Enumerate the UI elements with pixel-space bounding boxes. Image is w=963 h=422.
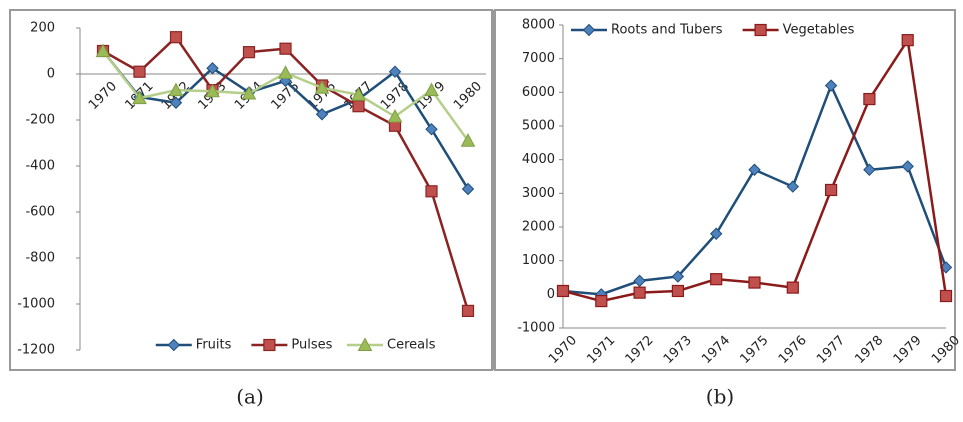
- y-tick-label: 2000: [522, 220, 555, 235]
- x-tick-label: 1980: [451, 79, 485, 113]
- y-tick-label: -1000: [517, 321, 555, 336]
- x-tick-label: 1980: [929, 333, 963, 367]
- y-tick-label: 8000: [522, 18, 555, 33]
- marker: [786, 281, 799, 294]
- marker: [748, 276, 761, 289]
- series-line: [562, 82, 948, 296]
- marker: [169, 31, 183, 44]
- x-tick-label: 1979: [891, 333, 925, 367]
- marker: [132, 90, 147, 105]
- y-tick-label: 0: [47, 67, 55, 82]
- panel-frame: [9, 9, 493, 371]
- x-tick-label: 1975: [737, 333, 771, 367]
- x-tick-label: 1978: [852, 333, 886, 367]
- caption: (b): [706, 385, 734, 409]
- marker: [863, 92, 876, 106]
- marker: [206, 62, 219, 75]
- marker: [425, 185, 438, 198]
- y-tick-label: -600: [25, 205, 55, 220]
- marker: [424, 82, 439, 97]
- y-tick-label: 5000: [522, 119, 555, 134]
- x-tick-label: 1976: [776, 333, 810, 367]
- marker: [315, 108, 329, 121]
- legend-marker: [357, 337, 373, 351]
- marker: [241, 86, 257, 100]
- x-tick-label: 1971: [584, 333, 618, 367]
- legend-marker: [754, 23, 767, 37]
- marker: [671, 284, 685, 298]
- y-tick-label: -200: [25, 113, 55, 128]
- marker: [460, 133, 476, 147]
- legend-label: Vegetables: [783, 23, 855, 38]
- legend-label: Roots and Tubers: [611, 23, 723, 38]
- y-tick-label: 4000: [522, 152, 555, 167]
- marker: [748, 163, 761, 176]
- y-tick-label: -1000: [17, 297, 55, 312]
- marker: [205, 83, 220, 98]
- marker: [824, 79, 838, 92]
- panel-frame: [494, 9, 956, 371]
- marker: [901, 34, 914, 47]
- caption: (a): [236, 385, 264, 409]
- marker: [863, 163, 876, 176]
- x-tick-label: 1970: [86, 79, 120, 113]
- marker: [168, 82, 184, 97]
- marker: [279, 42, 292, 55]
- y-tick-label: -400: [25, 159, 55, 174]
- marker: [388, 65, 402, 78]
- legend-marker: [582, 23, 596, 37]
- legend-marker: [263, 338, 276, 352]
- marker: [461, 304, 475, 317]
- marker: [709, 227, 723, 240]
- legend-label: Pulses: [291, 338, 332, 353]
- marker: [387, 109, 403, 123]
- y-tick-label: 6000: [522, 85, 555, 100]
- y-tick-label: 200: [30, 21, 55, 36]
- marker: [351, 87, 366, 101]
- marker: [786, 180, 800, 193]
- marker: [556, 284, 570, 298]
- marker: [824, 183, 838, 197]
- marker: [133, 65, 146, 78]
- marker: [314, 80, 330, 94]
- x-tick-label: 1973: [661, 333, 695, 367]
- marker: [710, 273, 723, 286]
- marker: [633, 286, 646, 299]
- y-tick-label: -1200: [17, 343, 55, 358]
- y-tick-label: 0: [547, 287, 555, 302]
- y-tick-label: 1000: [522, 253, 555, 268]
- marker: [671, 270, 685, 283]
- marker: [901, 160, 914, 173]
- marker: [595, 294, 608, 308]
- x-tick-label: 1974: [699, 333, 733, 367]
- marker: [95, 43, 111, 57]
- legend-label: Fruits: [196, 338, 232, 353]
- x-tick-label: 1970: [546, 333, 580, 367]
- x-tick-label: 1972: [623, 333, 657, 367]
- marker: [242, 46, 256, 59]
- marker: [633, 274, 646, 288]
- marker: [425, 122, 438, 136]
- y-tick-label: 3000: [522, 186, 555, 201]
- marker: [169, 96, 183, 109]
- marker: [461, 182, 475, 196]
- marker: [278, 65, 293, 79]
- marker: [939, 289, 953, 303]
- y-tick-label: 7000: [522, 51, 555, 66]
- legend-marker: [167, 338, 181, 352]
- legend-label: Cereals: [387, 338, 436, 353]
- y-tick-label: -800: [25, 251, 55, 266]
- marker: [352, 100, 365, 113]
- x-tick-label: 1977: [814, 333, 848, 367]
